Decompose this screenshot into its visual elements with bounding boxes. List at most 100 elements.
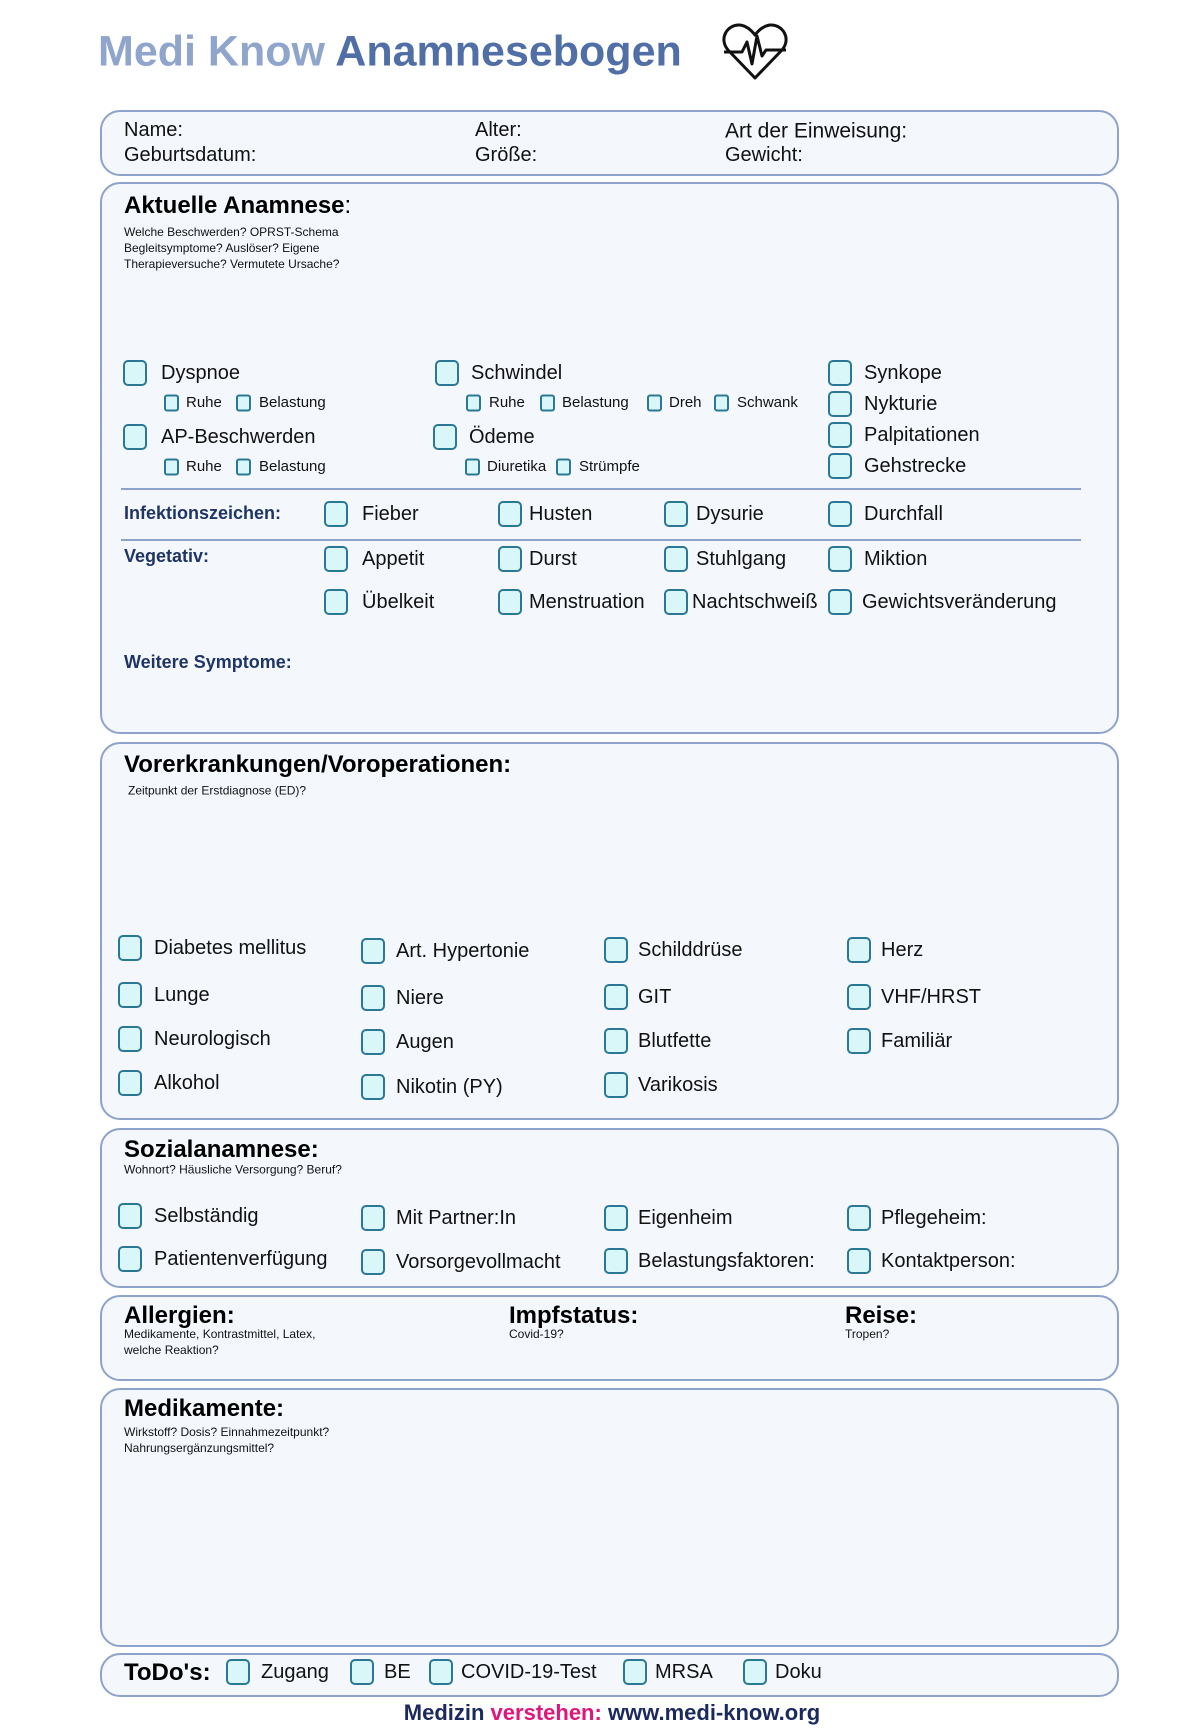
checkbox-social[interactable] [118,1203,142,1229]
checkbox-stuhlgang[interactable] [664,546,688,572]
birthdate-field[interactable]: Geburtsdatum: [124,144,257,166]
divider [121,488,1081,490]
infection-label: Infektionszeichen: [124,503,282,524]
checkbox-gewicht[interactable] [828,589,852,615]
checkbox-be[interactable] [350,1659,374,1685]
checkbox-schwindel-belastung[interactable] [540,394,555,412]
label: Alkohol [154,1072,220,1094]
checkbox-history[interactable] [118,982,142,1008]
checkbox-social[interactable] [847,1205,871,1231]
checkbox-ap-belastung[interactable] [236,458,251,476]
checkbox-zugang[interactable] [226,1659,250,1685]
age-field[interactable]: Alter: [475,119,522,141]
checkbox-history[interactable] [118,1070,142,1096]
label: Pflegeheim: [881,1207,987,1229]
vaccination-hint: Covid-19? [509,1327,564,1341]
checkbox-history[interactable] [604,1028,628,1054]
checkbox-social[interactable] [361,1249,385,1275]
current-anamnesis-box [100,182,1119,734]
label-dyspnoe: Dyspnoe [161,362,240,384]
checkbox-ap-ruhe[interactable] [164,458,179,476]
checkbox-social[interactable] [118,1246,142,1272]
checkbox-husten[interactable] [498,501,522,527]
checkbox-history[interactable] [604,937,628,963]
height-field[interactable]: Größe: [475,144,538,166]
checkbox-history[interactable] [118,1026,142,1052]
checkbox-diuretika[interactable] [465,458,480,476]
brand-name: Medi Know [98,27,325,76]
checkbox-appetit[interactable] [324,546,348,572]
checkbox-history[interactable] [361,1029,385,1055]
hint-line: Welche Beschwerden? OPRST-Schema [124,225,339,239]
name-field[interactable]: Name: [124,119,183,141]
label: Stuhlgang [696,548,787,570]
checkbox-history[interactable] [847,937,871,963]
more-symptoms-label: Weitere Symptome: [124,652,292,673]
checkbox-schwindel-dreh[interactable] [647,394,662,412]
label: Fieber [362,503,419,525]
checkbox-history[interactable] [118,935,142,961]
checkbox-schwindel-schwank[interactable] [714,394,729,412]
footer-text: Medizin [403,1699,491,1725]
checkbox-oedeme[interactable] [433,424,457,450]
checkbox-schwindel-ruhe[interactable] [466,394,481,412]
label: Augen [396,1031,454,1053]
checkbox-history[interactable] [361,1074,385,1100]
checkbox-history[interactable] [361,938,385,964]
checkbox-palpitationen[interactable] [828,422,852,448]
checkbox-menstruation[interactable] [498,589,522,615]
checkbox-nykturie[interactable] [828,391,852,417]
allergies-title: Allergien: [124,1301,235,1329]
label: BE [384,1661,411,1683]
checkbox-dyspnoe-belastung[interactable] [236,394,251,412]
checkbox-miktion[interactable] [828,546,852,572]
checkbox-schwindel[interactable] [435,360,459,386]
label: Appetit [362,548,425,570]
weight-field[interactable]: Gewicht: [725,144,803,166]
allergies-hint: Medikamente, Kontrastmittel, Latex, welc… [124,1326,315,1358]
label: Mit Partner:In [396,1207,517,1229]
checkbox-durst[interactable] [498,546,522,572]
label: Zugang [261,1661,329,1683]
label: Neurologisch [154,1028,271,1050]
checkbox-nachtschweiss[interactable] [664,589,688,615]
label: Ruhe [186,393,222,411]
checkbox-struempfe[interactable] [556,458,571,476]
checkbox-fieber[interactable] [324,501,348,527]
label: Nykturie [864,393,938,415]
checkbox-ap[interactable] [123,424,147,450]
checkbox-mrsa[interactable] [623,1659,647,1685]
checkbox-dyspnoe[interactable] [123,360,147,386]
social-title: Sozialanamnese: [124,1135,319,1163]
checkbox-social[interactable] [604,1205,628,1231]
label: Dysurie [696,503,764,525]
label-schwindel: Schwindel [471,362,563,384]
label: GIT [638,986,672,1008]
checkbox-history[interactable] [604,1072,628,1098]
checkbox-doku[interactable] [743,1659,767,1685]
checkbox-social[interactable] [361,1205,385,1231]
checkbox-social[interactable] [847,1248,871,1274]
checkbox-dyspnoe-ruhe[interactable] [164,394,179,412]
label: Niere [396,987,444,1009]
label: Nachtschweiß [692,591,818,613]
checkbox-history[interactable] [604,984,628,1010]
label: Herz [881,939,924,961]
checkbox-social[interactable] [604,1248,628,1274]
checkbox-history[interactable] [847,984,871,1010]
checkbox-history[interactable] [361,985,385,1011]
footer-link[interactable]: www.medi-know.org [601,1699,821,1725]
checkbox-gehstrecke[interactable] [828,453,852,479]
referral-field[interactable]: Art der Einweisung: [725,119,908,143]
checkbox-durchfall[interactable] [828,501,852,527]
history-box [100,742,1119,1120]
label: Strümpfe [579,457,640,475]
label: Ruhe [186,457,222,475]
checkbox-covid-test[interactable] [429,1659,453,1685]
label: Lunge [154,984,210,1006]
checkbox-uebelkeit[interactable] [324,589,348,615]
checkbox-synkope[interactable] [828,360,852,386]
checkbox-history[interactable] [847,1028,871,1054]
checkbox-dysurie[interactable] [664,501,688,527]
